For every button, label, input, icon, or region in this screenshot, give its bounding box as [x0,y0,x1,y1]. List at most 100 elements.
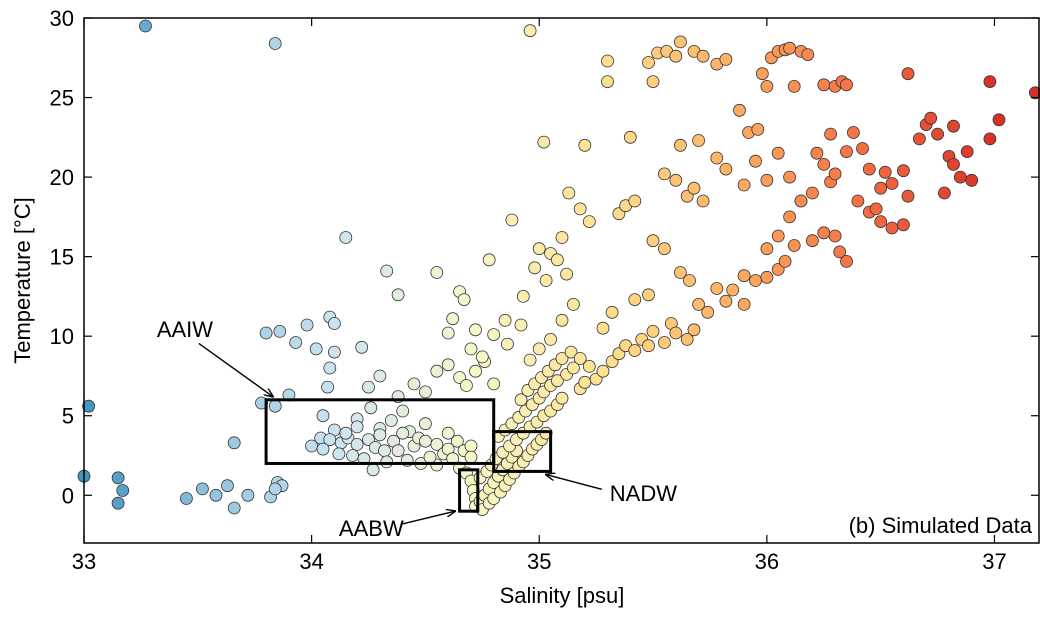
data-point [418,385,432,399]
data-point [391,288,405,302]
data-point [931,127,944,141]
data-point [539,274,553,287]
data-point [514,393,528,407]
data-point [227,436,241,450]
data-point [544,332,557,346]
data-point [346,449,360,462]
data-point [992,113,1006,127]
data-point [885,221,899,235]
data-point [938,186,951,200]
data-point [380,264,394,278]
data-point [562,186,576,200]
data-point [179,492,193,505]
data-point [683,274,696,287]
data-point [726,283,740,297]
data-point [464,342,478,356]
data-point [487,328,501,342]
data-points [77,19,1040,517]
y-tick-label: 0 [62,483,74,508]
data-point [582,359,596,373]
annotation-arrow [400,511,455,525]
data-point [674,138,687,152]
y-tick-label: 30 [50,6,74,31]
data-point [801,48,815,61]
data-point [840,145,853,159]
data-point [391,444,405,458]
data-point [737,297,751,311]
data-point [309,342,323,356]
data-point [783,41,796,55]
x-tick-label: 34 [299,549,323,574]
data-point [111,471,125,485]
data-point [82,399,95,413]
data-point [687,323,701,337]
data-point [259,326,273,340]
data-point [111,496,125,510]
data-point [378,444,391,458]
data-point [469,364,482,378]
data-point [300,318,314,332]
data-point [806,186,819,200]
axis-ticks: 33 34 35 36 37 0 5 10 15 20 25 30 [50,6,1039,574]
data-point [817,157,831,171]
data-point [116,484,130,497]
data-point [500,337,514,351]
x-tick-label: 35 [527,549,551,574]
data-point [327,345,341,359]
x-tick-label: 37 [982,549,1006,574]
data-point [778,254,792,268]
data-point [464,450,478,464]
y-tick-label: 5 [62,404,74,429]
data-point [719,53,733,66]
annotation-nadw: NADW [610,481,677,506]
data-point [364,401,378,415]
data-point [373,428,387,442]
data-point [532,342,546,356]
data-point [953,170,967,184]
data-point [749,154,762,168]
data-point [810,146,824,160]
data-point [528,261,542,275]
data-point [669,49,683,63]
data-point [885,177,899,190]
data-point [578,375,592,389]
data-point [289,336,303,349]
y-axis-label: Temperature [°C] [10,197,35,364]
data-point [273,324,287,338]
data-point [323,361,337,375]
data-point [459,379,473,392]
data-point [396,404,410,418]
data-point [482,253,496,267]
data-point [669,173,683,187]
data-point [623,130,637,144]
data-point [710,151,724,165]
data-point [646,234,660,248]
data-point [339,426,353,440]
data-point [446,312,460,326]
data-point [787,239,801,252]
data-point [680,332,694,346]
data-point [487,377,501,391]
data-point [268,399,282,413]
data-point [268,37,282,50]
data-point [268,482,282,496]
data-point [350,420,364,434]
data-point [195,482,209,496]
data-point [847,126,860,139]
data-point [824,127,837,141]
data-point [874,181,888,195]
data-point [139,19,152,33]
data-point [658,167,671,181]
data-point [355,340,369,354]
x-tick-label: 36 [755,549,779,574]
data-point [423,450,437,464]
data-point [601,75,614,88]
data-point [601,54,614,68]
data-point [564,345,578,359]
data-point [833,245,847,259]
data-point [316,409,330,423]
data-point [674,35,687,49]
data-point [551,253,564,267]
data-point [350,437,364,451]
